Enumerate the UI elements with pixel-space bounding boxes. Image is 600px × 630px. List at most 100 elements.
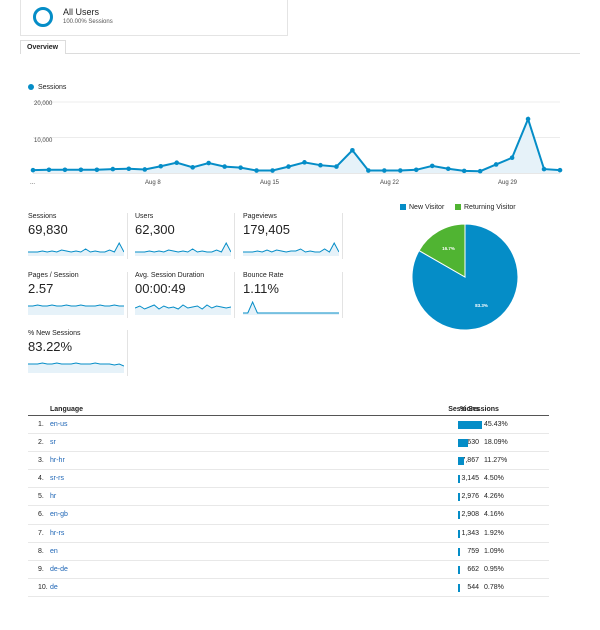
row-language-link[interactable]: en-us xyxy=(50,421,68,428)
data-point[interactable] xyxy=(525,116,531,122)
row-pct: 1.92% xyxy=(484,529,504,537)
header-sessions[interactable]: Sessions xyxy=(448,406,479,413)
row-language-link[interactable]: en xyxy=(50,547,58,555)
x-tick-label: Aug 22 xyxy=(380,180,400,186)
data-point[interactable] xyxy=(206,160,211,166)
data-point[interactable] xyxy=(429,163,435,169)
pie-legend-label: Returning Visitor xyxy=(464,204,516,211)
data-point[interactable] xyxy=(493,162,499,167)
legend-dot-icon xyxy=(28,84,34,90)
row-pct-bar xyxy=(458,457,464,466)
sessions-line-chart[interactable]: 20,000 10,000 ... Aug 8 Aug 15 Aug 22 Au… xyxy=(0,94,600,190)
data-point[interactable] xyxy=(190,165,195,170)
legend-label: Sessions xyxy=(38,84,67,91)
pie-slice[interactable] xyxy=(418,223,466,278)
metric-bounce-rate[interactable]: Bounce Rate 1.11% xyxy=(243,272,343,318)
metric-pages-per-session[interactable]: Pages / Session 2.57 xyxy=(28,272,128,318)
sparkline xyxy=(28,362,124,373)
data-point[interactable] xyxy=(541,166,547,172)
row-sessions: 3,145 xyxy=(461,475,479,483)
row-language-link[interactable]: de-de xyxy=(50,565,68,573)
data-point[interactable] xyxy=(334,164,339,169)
data-point[interactable] xyxy=(413,167,419,173)
table-row[interactable]: 9. de-de 662 0.95% xyxy=(28,561,549,579)
data-point[interactable] xyxy=(46,167,52,173)
table-row[interactable]: 7. hr-rs 1,343 1.92% xyxy=(28,525,549,543)
visitor-pie-chart[interactable]: 83.3% 16.7% xyxy=(400,212,530,342)
data-point[interactable] xyxy=(142,167,148,172)
data-point[interactable] xyxy=(318,162,323,168)
data-point[interactable] xyxy=(270,168,275,173)
row-pct: 4.26% xyxy=(484,493,504,501)
sessions-series-line xyxy=(32,116,561,173)
data-point[interactable] xyxy=(254,168,259,173)
header-pct-sessions[interactable]: % Sessions xyxy=(460,406,499,413)
row-language-link[interactable]: hr-rs xyxy=(50,529,65,537)
table-row[interactable]: 4. sr-rs 3,145 4.50% xyxy=(28,470,549,489)
data-point[interactable] xyxy=(94,167,100,173)
row-pct-bar xyxy=(458,421,482,429)
tab-overview[interactable]: Overview xyxy=(20,40,66,54)
data-point[interactable] xyxy=(509,155,515,161)
table-row[interactable]: 3. hr-hr 7,867 11.27% xyxy=(28,452,549,471)
data-point[interactable] xyxy=(110,166,116,172)
sparkline-path xyxy=(135,304,231,310)
row-language-link[interactable]: hr xyxy=(50,493,57,501)
row-pct-bar xyxy=(458,565,460,574)
table-row[interactable]: 8. en 759 1.09% xyxy=(28,543,549,561)
sessions-area xyxy=(33,119,560,173)
table-row[interactable]: 5. hr 2,976 4.26% xyxy=(28,488,549,507)
metric-sessions[interactable]: Sessions 69,830 xyxy=(28,213,128,259)
row-language-link[interactable]: en-gb xyxy=(50,511,68,519)
metric-new-sessions[interactable]: % New Sessions 83.22% xyxy=(28,330,128,376)
segment-percentage: 100.00% Sessions xyxy=(63,19,113,25)
metric-avg-session-duration[interactable]: Avg. Session Duration 00:00:49 xyxy=(135,272,235,318)
data-point[interactable] xyxy=(445,166,451,172)
data-point[interactable] xyxy=(174,160,180,166)
row-sessions: 662 xyxy=(467,565,479,573)
table-row[interactable]: 2. sr 12,630 18.09% xyxy=(28,434,549,453)
row-pct: 1.09% xyxy=(484,547,504,555)
metric-label: % New Sessions xyxy=(28,330,81,337)
row-number: 9. xyxy=(38,565,44,573)
sparkline xyxy=(243,301,339,315)
data-point[interactable] xyxy=(238,165,243,170)
segment-card[interactable]: All Users 100.00% Sessions xyxy=(20,0,288,36)
row-language-link[interactable]: hr-hr xyxy=(50,457,65,465)
data-point[interactable] xyxy=(366,168,371,173)
data-point[interactable] xyxy=(30,167,36,173)
table-row[interactable]: 6. en-gb 2,908 4.16% xyxy=(28,506,549,525)
row-language-link[interactable]: sr-rs xyxy=(50,475,64,483)
data-point[interactable] xyxy=(62,167,68,173)
row-sessions: 1,343 xyxy=(461,529,479,537)
data-point[interactable] xyxy=(302,160,307,165)
table-row[interactable]: 10. de 544 0.78% xyxy=(28,579,549,597)
x-tick-label: Aug 29 xyxy=(498,180,518,186)
y-tick-label: 20,000 xyxy=(34,101,53,107)
row-sessions: 759 xyxy=(467,547,479,555)
x-tick-label: ... xyxy=(30,180,35,186)
header-language[interactable]: Language xyxy=(50,406,84,413)
metric-users[interactable]: Users 62,300 xyxy=(135,213,235,259)
data-point[interactable] xyxy=(158,163,164,169)
metric-pageviews[interactable]: Pageviews 179,405 xyxy=(243,213,343,259)
data-point[interactable] xyxy=(222,164,227,169)
data-point[interactable] xyxy=(398,168,403,173)
sparkline xyxy=(135,242,231,256)
sparkline-area xyxy=(135,305,231,315)
data-point[interactable] xyxy=(350,147,355,153)
table-row[interactable]: 1.en-us31,72345.43% xyxy=(28,416,549,435)
sparkline-area xyxy=(135,243,231,256)
row-pct: 4.50% xyxy=(484,475,504,483)
data-point[interactable] xyxy=(382,168,387,173)
row-language-link[interactable]: sr xyxy=(50,439,56,447)
data-point[interactable] xyxy=(557,167,563,173)
data-point[interactable] xyxy=(286,164,291,169)
data-point[interactable] xyxy=(126,166,132,172)
data-point[interactable] xyxy=(78,167,84,173)
data-point[interactable] xyxy=(461,168,467,174)
data-point[interactable] xyxy=(477,168,483,174)
row-language-link[interactable]: de xyxy=(50,583,58,591)
metric-label: Pageviews xyxy=(243,213,277,220)
row-number: 5. xyxy=(38,493,44,501)
